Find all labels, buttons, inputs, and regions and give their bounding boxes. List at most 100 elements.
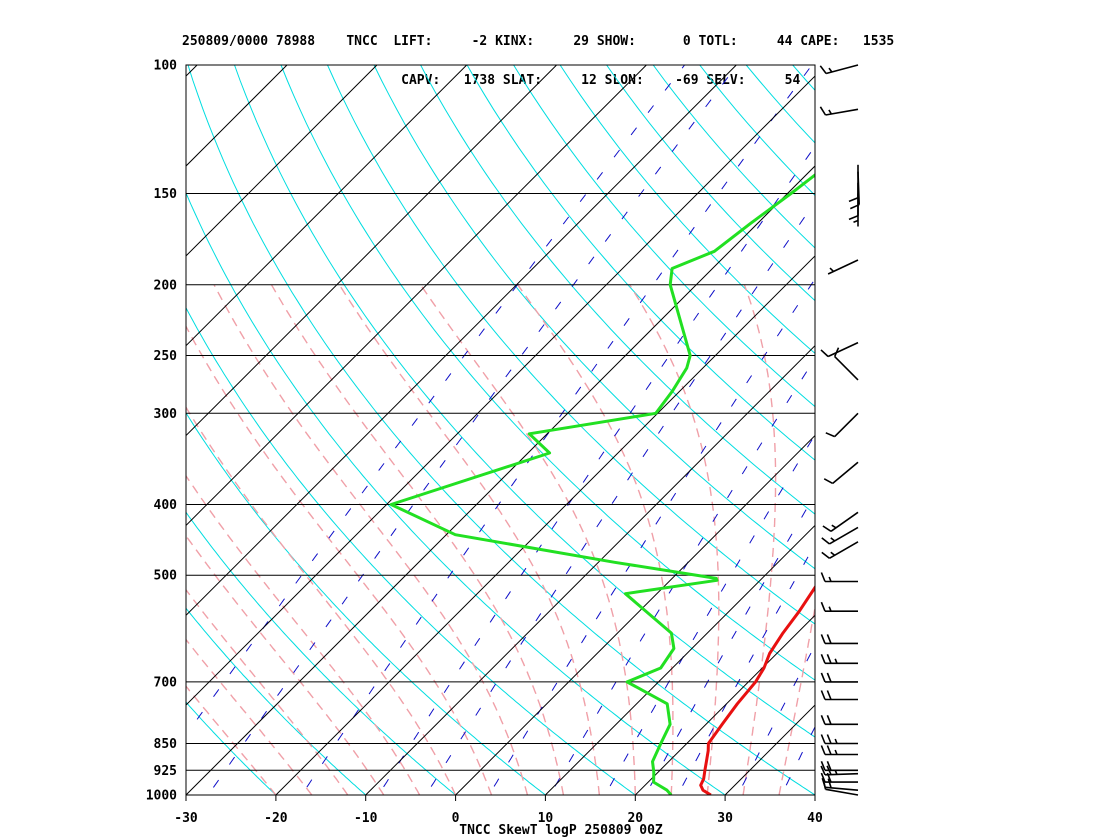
chart-footer-title: TNCC SkewT logP 250809 00Z [459,823,663,838]
dry-adiabat-line [187,65,815,795]
mixing-ratio-line [207,65,738,795]
mixing-ratio-line [737,644,815,795]
isotherm-line [186,65,378,257]
isotherm-line [0,65,107,795]
isotherm-line [186,65,737,617]
temperature-tick-label: 30 [717,811,733,826]
pressure-tick-label: 500 [154,569,178,584]
moist-adiabat-line [517,284,674,795]
dewpoint-profile-line [389,173,815,795]
isobar-lines [186,64,815,796]
dry-adiabat-line [186,701,277,795]
isotherm-line [186,65,288,167]
isotherm-line [0,65,17,795]
pressure-tick-label: 1000 [146,789,177,804]
mixing-ratio-line [837,65,1120,811]
temperature-profile-line [699,584,815,795]
isotherm-line [814,794,815,795]
mixing-ratio-line [186,65,685,736]
wind-barb [820,654,858,665]
isotherm-line [186,65,647,527]
wind-barb [820,601,858,613]
isotherm-line [186,75,815,706]
wind-barb [820,690,858,701]
dry-adiabat-line [699,65,815,197]
moist-adiabat-line [270,284,565,795]
header-line-1: 250809/0000 78988 TNCC LIFT: -2 KINX: 29… [182,34,895,49]
temperature-tick-label: 20 [627,811,643,826]
moist-adiabat-line [186,325,493,795]
dry-adiabat-line [917,49,1120,811]
pressure-tick-label: 300 [154,407,178,422]
dry-adiabat-line [466,65,815,461]
moist-adiabat-line [213,284,529,795]
pressure-tick-label: 400 [154,498,178,513]
wind-barb [820,672,858,683]
pressure-tick-label: 200 [154,278,178,293]
mixing-ratio-line [645,493,815,795]
wind-barbs [819,64,860,796]
wind-barb [820,734,858,745]
wind-barb [820,745,858,756]
isotherm-line [905,65,1120,795]
mixing-ratio-line [549,357,815,795]
dry-adiabat-line [420,65,815,515]
pressure-tick-label: 100 [154,59,178,74]
wind-barb [825,412,859,438]
dry-adiabat-line [186,794,187,795]
wind-barb [821,541,859,559]
wind-barb [820,715,858,726]
wind-barb [820,634,858,645]
isotherm-line [365,344,815,795]
moist-adiabat-line [186,474,421,795]
pressure-tick-label: 850 [154,737,178,752]
isotherm-line [634,614,815,795]
temperature-tick-label: 40 [807,811,823,826]
wind-barb [823,461,859,485]
wind-barb [827,259,859,275]
wind-barb [819,106,859,116]
sounding-profiles [389,173,815,795]
moist-adiabat-line [814,791,815,795]
mixing-ratio-line [677,543,815,795]
background-grid [0,49,1120,811]
moist-adiabat-line [186,406,457,795]
isotherm-line [186,65,468,347]
isotherm-line [545,524,815,795]
dry-adiabat-line [186,412,547,795]
moist-adiabat-line [186,588,349,795]
wind-barb [821,526,859,545]
temperature-axis: -30 -20 -10 0 10 20 30 40 [174,795,823,826]
moist-adiabat-line [420,284,636,795]
dry-adiabat-line [373,65,815,570]
temperature-tick-label: -30 [174,811,198,826]
mixing-ratio-line [488,278,815,795]
moist-adiabat-line [742,284,777,795]
temperature-tick-label: 10 [538,811,554,826]
isotherm-line [724,704,815,795]
dry-adiabat-line [513,65,815,408]
dry-adiabat-line [233,65,815,738]
moist-adiabat-line [186,534,385,795]
wind-barb [820,341,859,358]
wind-barb [821,777,859,791]
wind-barb [848,164,859,203]
mixing-ratio-line [883,65,1120,811]
isotherm-line [275,255,815,795]
moist-adiabat-line [778,603,815,795]
mixing-ratio-line [301,65,813,795]
isotherm-line [186,65,557,437]
wind-barb [820,572,858,583]
wind-barb [819,64,859,75]
dry-adiabat-line [825,49,1120,811]
wind-barb [822,511,859,532]
dry-adiabat-line [871,49,1120,811]
plot-border [185,64,816,796]
dry-adiabat-line [559,65,815,355]
mixing-ratio-line [780,725,815,795]
mixing-ratio-line [425,201,815,795]
isotherm-line [455,434,815,795]
temperature-tick-label: -10 [354,811,378,826]
pressure-tick-label: 250 [154,349,178,364]
